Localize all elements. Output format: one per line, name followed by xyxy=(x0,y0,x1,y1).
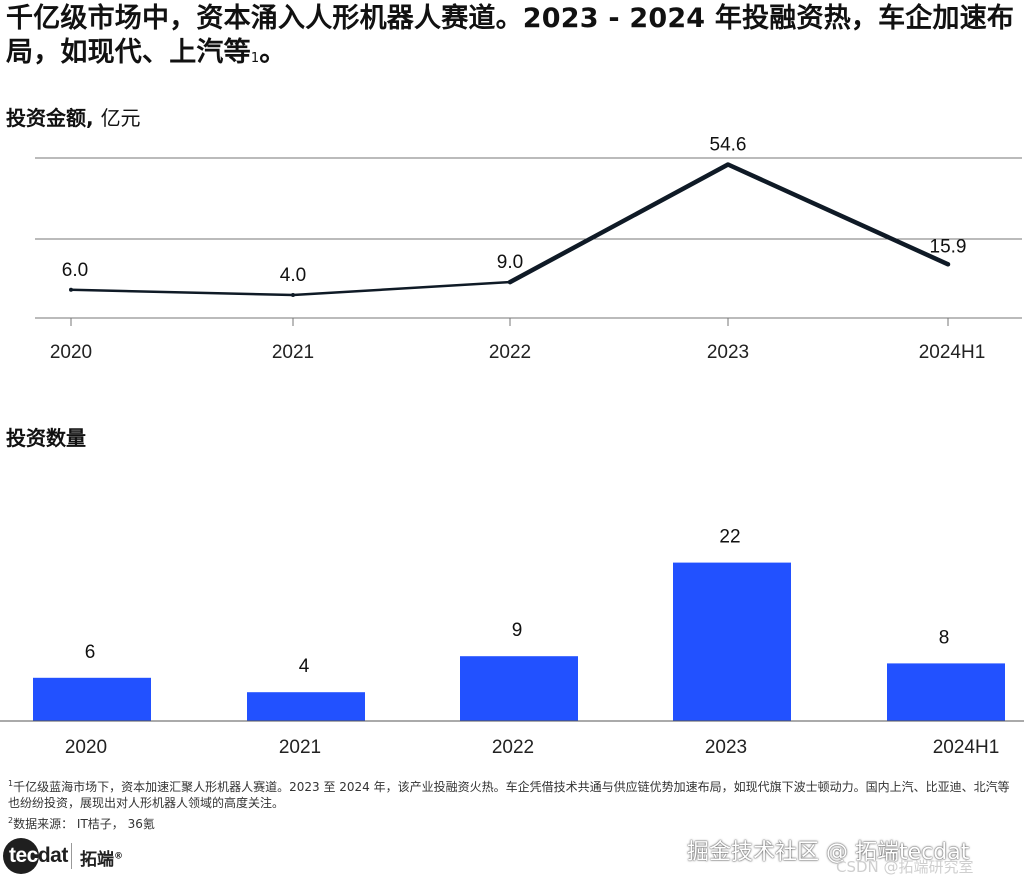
count-label-2021: 4 xyxy=(299,656,310,677)
amount-x-tick-labels: 2020 2021 2022 2023 2024H1 xyxy=(50,342,985,363)
amount-chart-title: 投资金额, 亿元 xyxy=(6,106,141,130)
headline-suffix: 。 xyxy=(259,37,287,68)
amount-point-2022 xyxy=(508,280,512,285)
line-chart-tick-marks xyxy=(70,318,949,326)
footnote-1-text: 千亿级蓝海市场下，资本加速汇聚人形机器人赛道。2023 至 2024 年，该产业… xyxy=(8,780,1010,810)
amount-series-points xyxy=(69,162,950,297)
amount-label-2023: 54.6 xyxy=(710,135,747,156)
watermark-sub: CSDN @拓端研究室 xyxy=(836,858,974,876)
footnote-1-mark: 1 xyxy=(8,779,14,788)
amount-unit: 亿元 xyxy=(100,106,141,130)
logo-divider xyxy=(71,843,72,869)
count-xlabel-2021: 2021 xyxy=(279,737,321,758)
investment-amount-line-chart: 6.0 4.0 9.0 54.6 15.9 2020 2021 2022 2023 2024H1 xyxy=(35,135,1022,363)
count-label-2023: 22 xyxy=(719,527,740,548)
amount-label-2021: 4.0 xyxy=(280,265,306,286)
logo-brand: 拓端® xyxy=(80,845,123,870)
headline: 千亿级市场中，资本涌入人形机器人赛道。2023 - 2024 年投融资热，车企加… xyxy=(6,2,1016,70)
amount-point-2023 xyxy=(726,162,730,167)
count-xlabel-2022: 2022 xyxy=(492,737,534,758)
footnotes: 1千亿级蓝海市场下，资本加速汇聚人形机器人赛道。2023 至 2024 年，该产… xyxy=(8,776,1018,832)
logo-wordmark-b: dat xyxy=(37,844,69,867)
logo-registered-mark: ® xyxy=(114,851,123,862)
amount-series-line-emphasis xyxy=(507,162,951,285)
amount-data-labels: 6.0 4.0 9.0 54.6 15.9 xyxy=(62,135,967,287)
headline-text: 千亿级市场中，资本涌入人形机器人赛道。2023 - 2024 年投融资热，车企加… xyxy=(6,3,1015,68)
investment-count-bar-chart: 6 4 9 22 8 2020 2021 2022 2023 2024H1 xyxy=(0,527,1024,758)
count-xlabel-2020: 2020 xyxy=(65,737,107,758)
amount-point-2020 xyxy=(69,287,73,292)
logo-wordmark-a: tec xyxy=(9,844,38,867)
count-xlabel-2024H1: 2024H1 xyxy=(933,737,1000,758)
amount-point-2021 xyxy=(291,293,295,297)
amount-label-2024H1: 15.9 xyxy=(930,236,967,257)
count-xlabel-2023: 2023 xyxy=(705,737,747,758)
count-bar-2024H1 xyxy=(887,663,1005,721)
count-x-tick-labels: 2020 2021 2022 2023 2024H1 xyxy=(65,737,999,758)
amount-xlabel-2021: 2021 xyxy=(272,342,314,363)
amount-series-line xyxy=(69,163,950,297)
footnote-2: 2数据来源： IT桔子， 36氪 xyxy=(8,813,1018,832)
count-label-2022: 9 xyxy=(512,620,523,641)
headline-footnote-ref: 1 xyxy=(250,51,260,66)
count-bar-2022 xyxy=(460,656,578,721)
amount-title-text: 投资金额 xyxy=(6,106,86,130)
amount-label-2020: 6.0 xyxy=(62,260,88,281)
count-bar-2020 xyxy=(33,677,151,721)
count-data-labels: 6 4 9 22 8 xyxy=(85,527,950,678)
amount-xlabel-2023: 2023 xyxy=(707,342,749,363)
amount-label-2022: 9.0 xyxy=(497,252,523,273)
footnote-2-mark: 2 xyxy=(8,816,14,825)
count-label-2024H1: 8 xyxy=(939,627,950,648)
footnote-2-text: 数据来源： IT桔子， 36氪 xyxy=(13,817,155,831)
logo-badge-icon xyxy=(3,838,39,874)
count-bar-2021 xyxy=(247,692,365,721)
count-bar-2023 xyxy=(673,562,791,721)
footnote-1: 1千亿级蓝海市场下，资本加速汇聚人形机器人赛道。2023 至 2024 年，该产… xyxy=(8,776,1018,811)
count-label-2020: 6 xyxy=(85,642,96,663)
logo-brand-text: 拓端 xyxy=(80,850,114,870)
amount-point-2024H1 xyxy=(946,262,950,267)
amount-xlabel-2024H1: 2024H1 xyxy=(919,342,986,363)
count-bars xyxy=(33,562,1005,721)
logo-wordmark: tecdat xyxy=(9,844,68,868)
amount-xlabel-2020: 2020 xyxy=(50,342,92,363)
amount-xlabel-2022: 2022 xyxy=(489,342,531,363)
count-chart-title: 投资数量 xyxy=(6,426,86,450)
watermark-main: 掘金技术社区 @ 拓端tecdat xyxy=(687,840,970,865)
